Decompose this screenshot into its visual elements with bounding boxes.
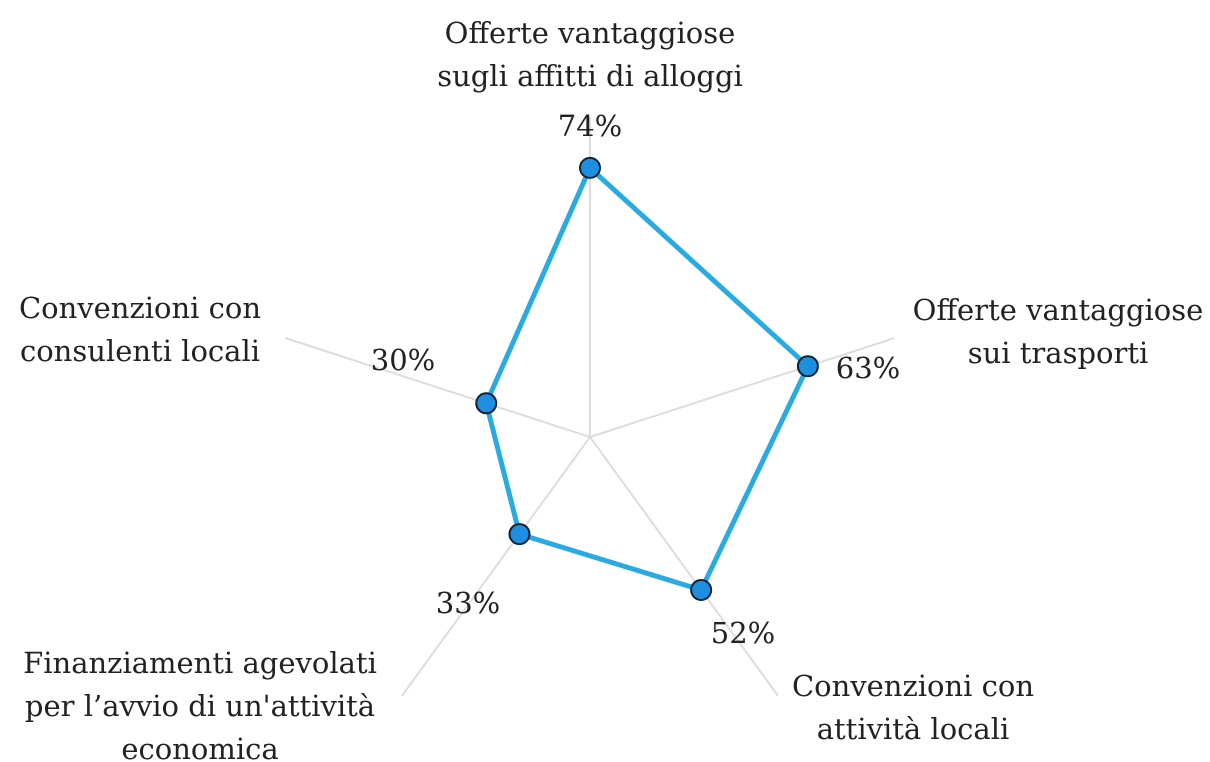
category-label: sugli affitti di alloggi xyxy=(437,59,743,93)
category-label: consulenti locali xyxy=(20,334,260,368)
marker xyxy=(475,392,498,415)
value-label: 33% xyxy=(436,586,500,620)
category-label: Convenzioni con xyxy=(19,291,261,325)
axis-line xyxy=(401,436,591,697)
marker xyxy=(796,355,819,378)
category-label: economica xyxy=(121,732,278,762)
category-label: per l’avvio di un'attività xyxy=(25,689,375,723)
value-label: 30% xyxy=(371,343,435,377)
axis-line xyxy=(589,436,779,697)
category-label: Offerte vantaggiose xyxy=(445,16,736,50)
value-label: 52% xyxy=(711,616,775,650)
value-label: 74% xyxy=(558,109,622,143)
category-label: Finanziamenti agevolati xyxy=(23,646,377,680)
marker xyxy=(579,156,601,179)
category-label: Convenzioni con xyxy=(792,669,1034,703)
value-label: 63% xyxy=(836,351,900,385)
category-label: Offerte vantaggiose xyxy=(913,293,1204,327)
category-label: attività locali xyxy=(817,712,1010,746)
marker xyxy=(690,578,713,601)
marker xyxy=(508,523,531,546)
axis-line xyxy=(285,337,591,438)
radar-line xyxy=(483,165,811,593)
axis-line xyxy=(589,337,895,438)
category-label: sui trasporti xyxy=(968,336,1149,370)
